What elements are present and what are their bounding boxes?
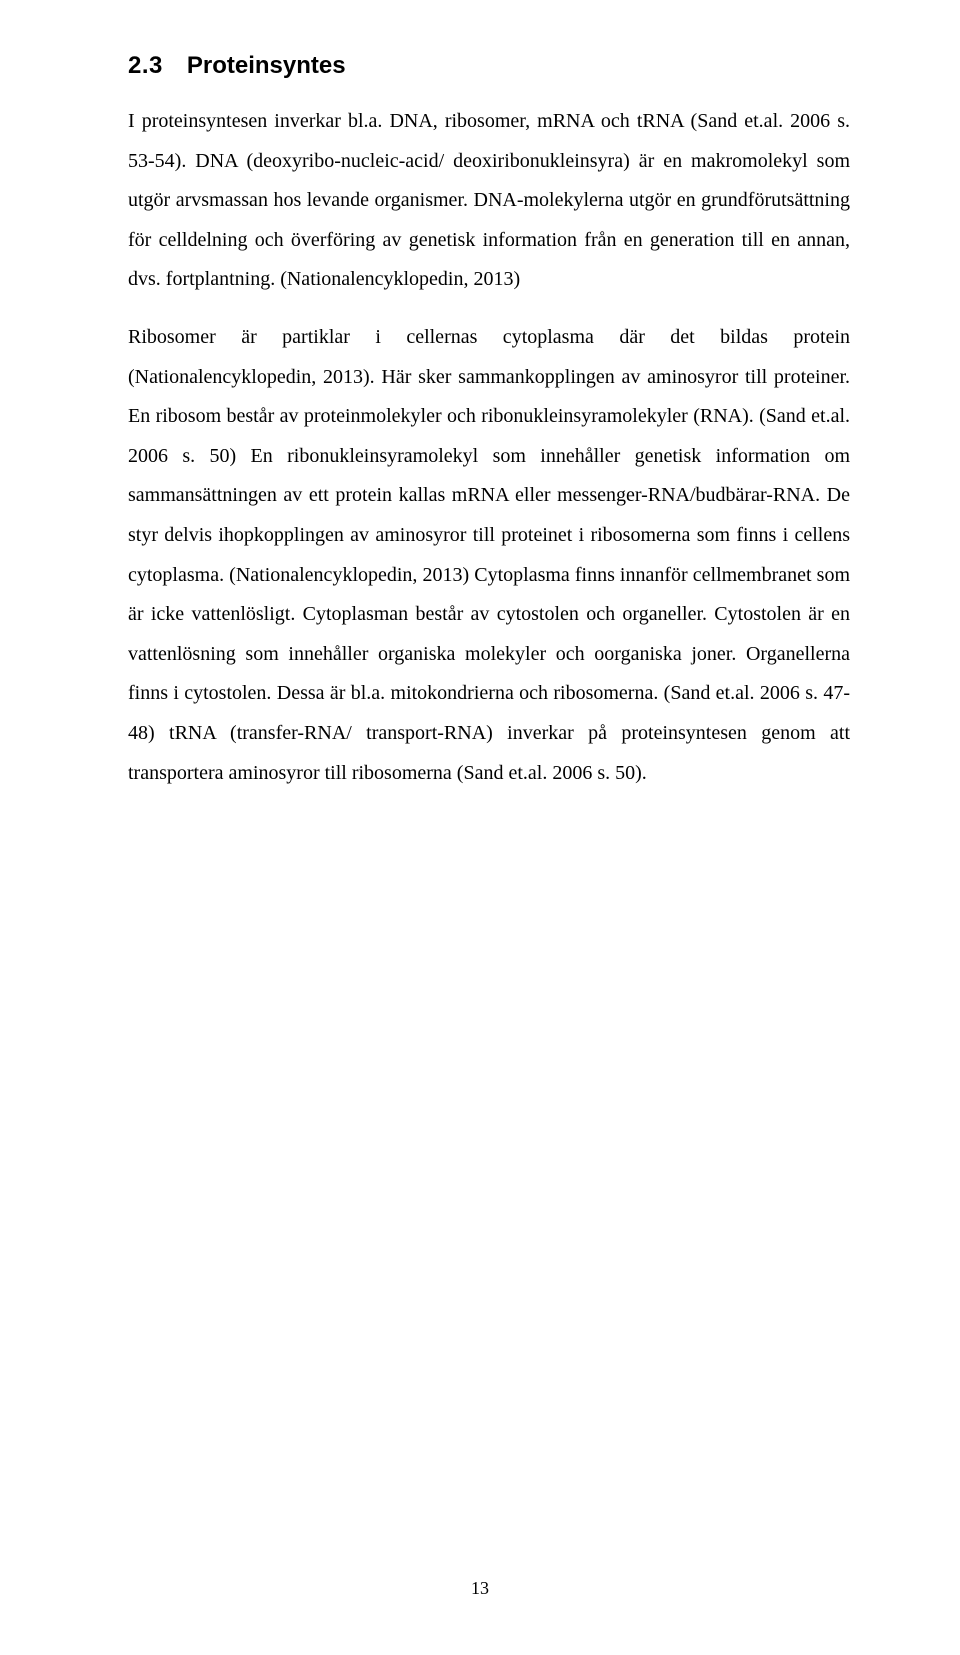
paragraph-1: I proteinsyntesen inverkar bl.a. DNA, ri…: [128, 102, 850, 300]
heading-title: Proteinsyntes: [187, 52, 346, 79]
document-page: 2.3 Proteinsyntes I proteinsyntesen inver…: [0, 0, 960, 1655]
page-number: 13: [0, 1578, 960, 1599]
body-text: I proteinsyntesen inverkar bl.a. DNA, ri…: [128, 102, 850, 793]
heading-number: 2.3: [128, 52, 163, 79]
paragraph-2: Ribosomer är partiklar i cellernas cytop…: [128, 318, 850, 793]
section-heading: 2.3 Proteinsyntes: [128, 52, 850, 80]
